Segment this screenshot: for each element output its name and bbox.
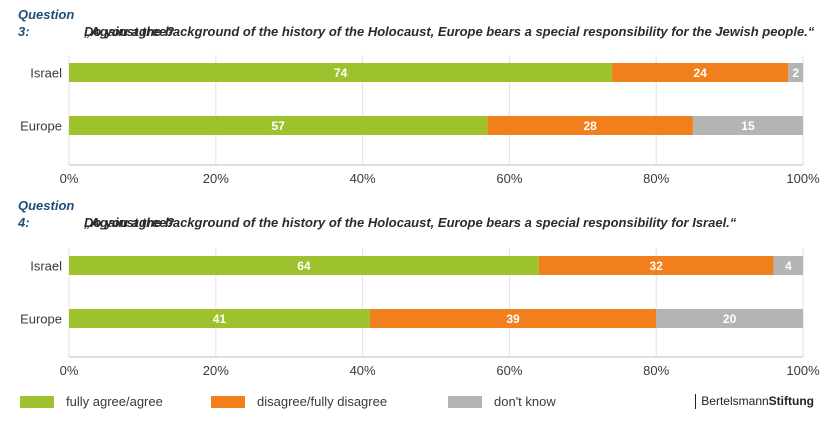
tick-label: 20% xyxy=(203,363,229,378)
legend-item-agree: fully agree/agree xyxy=(20,394,163,409)
data-label: 57 xyxy=(272,119,286,133)
tick-label: 60% xyxy=(496,171,522,186)
data-label: 41 xyxy=(213,312,227,326)
legend-swatch-disagree xyxy=(211,395,245,408)
question-number: Question 4: xyxy=(18,198,75,230)
question-3-header: Question 3: „Against the background of th… xyxy=(18,6,814,40)
category-label: Europe xyxy=(20,119,62,134)
tick-label: 80% xyxy=(643,363,669,378)
bar-segment-agree xyxy=(69,309,370,328)
tick-label: 100% xyxy=(786,363,820,378)
bar-segment-disagree xyxy=(369,309,657,328)
tick-label: 0% xyxy=(60,363,79,378)
question-4-header: Question 4: „Against the background of th… xyxy=(18,197,736,231)
tick-label: 60% xyxy=(496,363,522,378)
bar-segment-disagree xyxy=(612,63,789,82)
legend-swatch-dontknow xyxy=(448,395,482,408)
tick-label: 0% xyxy=(60,171,79,186)
data-label: 64 xyxy=(297,259,311,273)
chart-question-4: Israel 64 32 4 Europe 41 39 20 0% 20% 40% 60% 80% 100… xyxy=(20,248,820,378)
brand-suffix: Stiftung xyxy=(768,394,814,408)
tick-label: 40% xyxy=(350,363,376,378)
data-label: 20 xyxy=(723,312,737,326)
tick-label: 20% xyxy=(203,171,229,186)
category-label: Israel xyxy=(30,259,62,274)
data-label: 28 xyxy=(583,119,597,133)
category-label: Europe xyxy=(20,312,62,327)
question-3-sub: Do you agree? xyxy=(84,24,175,39)
bar-segment-dontknow xyxy=(788,63,803,82)
question-text: „Against the background of the history o… xyxy=(84,24,815,39)
legend-item-dontknow: don't know xyxy=(448,394,556,409)
legend: fully agree/agree disagree/fully disagre… xyxy=(0,394,828,414)
tick-label: 100% xyxy=(786,171,820,186)
brand-prefix: Bertelsmann xyxy=(701,394,769,408)
chart-question-3: Israel 74 24 2 Europe 57 28 15 0% 20% 40% 60% 80% 100… xyxy=(20,55,820,186)
legend-label-dontknow: don't know xyxy=(494,394,556,409)
data-label: 2 xyxy=(792,66,799,80)
bar-segment-agree xyxy=(69,63,613,82)
data-label: 15 xyxy=(741,119,755,133)
bar-segment-dontknow xyxy=(692,116,803,135)
legend-label-disagree: disagree/fully disagree xyxy=(257,394,388,409)
bar-segment-dontknow xyxy=(656,309,803,328)
tick-label: 40% xyxy=(350,171,376,186)
legend-label-agree: fully agree/agree xyxy=(66,394,163,409)
bar-segment-disagree xyxy=(538,256,774,275)
question-number: Question 3: xyxy=(18,7,75,39)
brand-logo: BertelsmannStiftung xyxy=(695,394,814,409)
tick-label: 80% xyxy=(643,171,669,186)
data-label: 39 xyxy=(506,312,520,326)
bar-segment-dontknow xyxy=(773,256,803,275)
data-label: 24 xyxy=(694,66,708,80)
data-label: 4 xyxy=(785,259,792,273)
question-4-sub: Do you agree? xyxy=(84,215,175,230)
bar-segment-agree xyxy=(69,116,488,135)
category-label: Israel xyxy=(30,66,62,81)
bar-segment-agree xyxy=(69,256,539,275)
bar-segment-disagree xyxy=(487,116,693,135)
question-text: „Against the background of the history o… xyxy=(84,215,737,230)
data-label: 32 xyxy=(650,259,664,273)
legend-item-disagree: disagree/fully disagree xyxy=(211,394,387,409)
legend-swatch-agree xyxy=(20,395,54,408)
data-label: 74 xyxy=(334,66,348,80)
